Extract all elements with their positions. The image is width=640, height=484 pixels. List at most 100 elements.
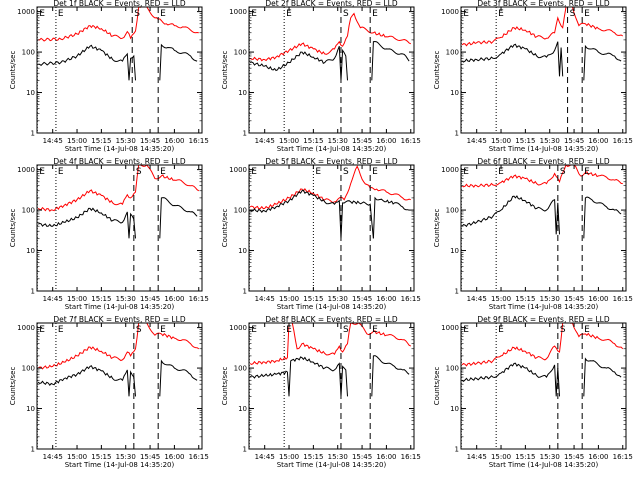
marker-label: S [343,167,349,177]
x-tick-label: 15:30 [540,453,560,461]
x-tick-label: 16:15 [189,453,209,461]
series-group [461,165,623,239]
y-tick-label: 10 [238,89,247,97]
x-tick-label: 15:00 [67,295,87,303]
y-tick-label: 1 [31,446,35,454]
marker-label: E [584,325,590,335]
y-axis-label: Counts/sec [9,51,17,90]
x-tick-label: 15:00 [491,453,511,461]
x-tick-label: 14:45 [43,295,63,303]
x-tick-label: 15:15 [91,137,111,145]
y-tick-label: 100 [234,49,247,57]
x-tick-label: 15:00 [279,453,299,461]
x-tick-label: 15:30 [540,295,560,303]
events-series-line [38,44,136,81]
x-tick-label: 16:00 [588,137,608,145]
y-tick-label: 10 [26,247,35,255]
marker-label: E [39,9,45,19]
marker-label: E [251,325,257,335]
events-series-line [372,196,410,239]
events-series-line [159,197,198,239]
y-tick-label: 1000 [17,324,35,332]
events-series-line [249,356,348,397]
x-tick-label: 15:45 [564,137,584,145]
x-tick-label: 16:15 [401,453,421,461]
y-tick-label: 100 [446,49,459,57]
x-tick-label: 16:15 [613,137,633,145]
marker-label: E [160,325,166,335]
lld-series-line [461,7,624,47]
marker-label: E [584,167,590,177]
x-tick-label: 15:15 [303,137,323,145]
marker-label: E [58,325,64,335]
y-tick-label: 100 [234,207,247,215]
marker-label: E [463,167,469,177]
marker-label: E [286,325,292,335]
y-axis-label: Counts/sec [221,51,229,90]
events-series-line [583,357,622,397]
events-series-line [371,355,410,397]
marker-label: S [560,325,566,335]
x-tick-label: 16:00 [164,295,184,303]
lld-series-line [38,7,199,42]
y-tick-label: 1 [243,446,247,454]
plot-frame [36,322,203,450]
marker-label: E [39,167,45,177]
y-tick-label: 1 [31,130,35,138]
plot-frame [248,322,415,450]
x-axis-label: Start Time (14-Jul-08 14:35:20) [277,145,387,153]
x-tick-label: 15:45 [564,295,584,303]
x-tick-label: 16:00 [588,453,608,461]
series-group [461,7,624,81]
lld-series-line [249,165,411,210]
x-tick-label: 15:30 [328,295,348,303]
y-axis-label: Counts/sec [221,209,229,248]
marker-label: E [498,167,504,177]
panel-title: Det 3f BLACK = Events, RED = LLD [477,0,610,8]
x-tick-label: 15:00 [279,137,299,145]
marker-label: S [134,9,140,19]
x-tick-label: 15:30 [328,137,348,145]
x-tick-label: 14:45 [43,453,63,461]
plot-frame [460,6,627,134]
series-group [249,12,412,81]
events-series-line [37,207,136,239]
x-tick-label: 15:45 [352,137,372,145]
y-tick-label: 10 [238,405,247,413]
events-series-line [583,196,622,239]
marker-label: E [372,325,378,335]
y-tick-label: 1000 [441,8,459,16]
y-tick-label: 100 [22,365,35,373]
x-axis-label: Start Time (14-Jul-08 14:35:20) [489,461,599,469]
x-tick-label: 14:45 [467,295,487,303]
lld-series-line [461,165,623,188]
series-group [38,7,199,81]
x-axis-label: Start Time (14-Jul-08 14:35:20) [277,461,387,469]
y-axis-label: Counts/sec [433,367,441,406]
x-axis-label: Start Time (14-Jul-08 14:35:20) [277,303,387,311]
y-tick-label: 1000 [17,166,35,174]
x-axis-label: Start Time (14-Jul-08 14:35:20) [489,145,599,153]
x-tick-label: 16:15 [401,295,421,303]
x-tick-label: 15:45 [564,453,584,461]
marker-label: E [584,9,590,19]
x-tick-label: 14:45 [43,137,63,145]
x-tick-label: 16:15 [189,137,209,145]
marker-label: E [286,9,292,19]
x-tick-label: 15:15 [515,137,535,145]
x-tick-label: 15:30 [540,137,560,145]
series-group [249,165,411,239]
x-tick-label: 15:00 [491,137,511,145]
x-tick-label: 16:15 [401,137,421,145]
panel-title: Det 2f BLACK = Events, RED = LLD [265,0,398,8]
x-tick-label: 14:45 [467,137,487,145]
panel-title: Det 8f BLACK = Events, RED = LLD [265,315,398,324]
marker-label: S [570,9,576,19]
panel-title: Det 7f BLACK = Events, RED = LLD [53,315,186,324]
y-tick-label: 1000 [441,324,459,332]
lld-series-line [37,165,200,212]
y-tick-label: 100 [446,207,459,215]
